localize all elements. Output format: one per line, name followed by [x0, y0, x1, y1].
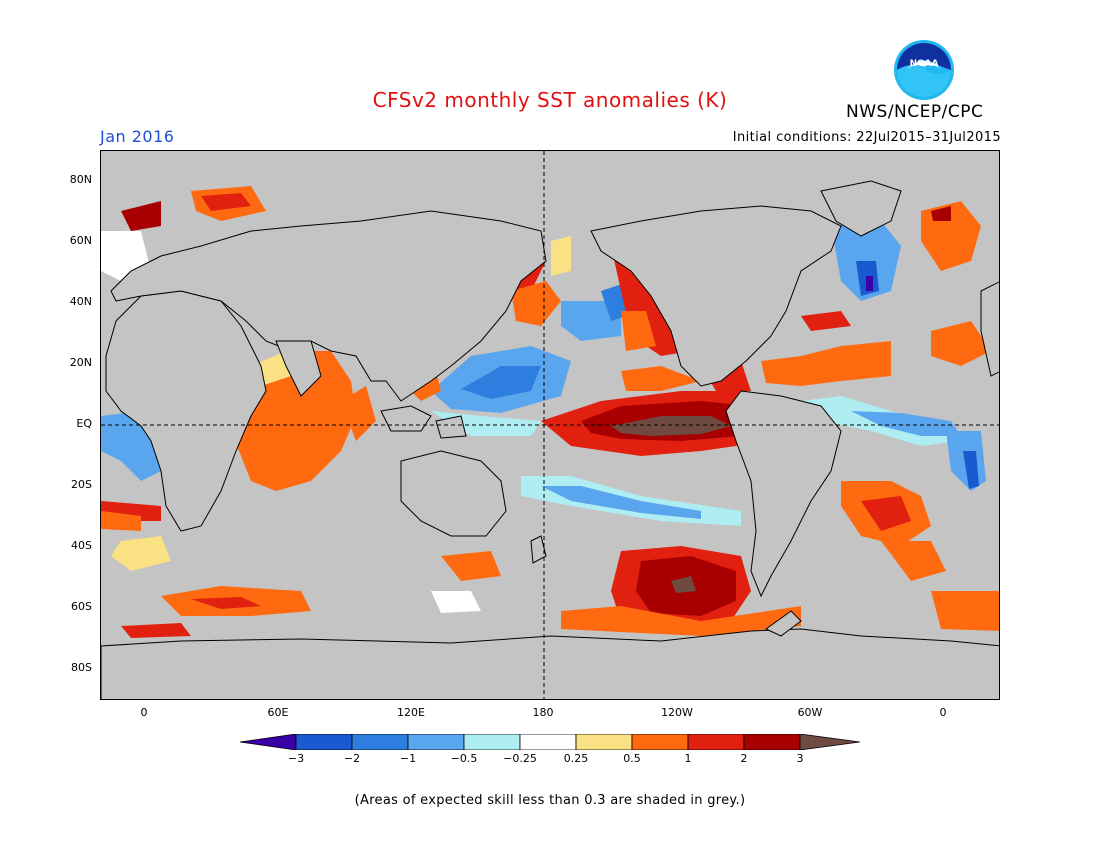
map-title: CFSv2 monthly SST anomalies (K)	[372, 88, 728, 112]
colorbar	[239, 733, 861, 751]
logo-text: NOAA	[910, 59, 939, 69]
lat-label: 60S	[71, 600, 92, 613]
lat-label: 20N	[69, 356, 92, 369]
skill-footnote: (Areas of expected skill less than 0.3 a…	[354, 793, 746, 808]
colorbar-tick: −0.5	[450, 752, 478, 765]
colorbar-swatch-6	[575, 733, 633, 751]
forecast-month: Jan 2016	[100, 127, 175, 146]
lat-label: 80S	[71, 661, 92, 674]
colorbar-swatch-8	[687, 733, 745, 751]
lat-label: 80N	[69, 173, 92, 186]
agency-label: NWS/NCEP/CPC	[846, 102, 984, 122]
lat-label: 40S	[71, 539, 92, 552]
map-canvas	[101, 151, 999, 699]
lon-label: 120E	[397, 706, 425, 719]
colorbar-swatch-1	[295, 733, 353, 751]
colorbar-swatch-2	[351, 733, 409, 751]
lat-label: 40N	[69, 295, 92, 308]
lon-label: 0	[939, 706, 947, 719]
colorbar-tick: −2	[343, 752, 361, 765]
colorbar-tick: 0.25	[563, 752, 589, 765]
lat-label: 20S	[71, 478, 92, 491]
colorbar-swatch-10	[799, 733, 861, 751]
colorbar-swatch-7	[631, 733, 689, 751]
colorbar-swatch-9	[743, 733, 801, 751]
colorbar-swatch-4	[463, 733, 521, 751]
lat-label: 60N	[69, 234, 92, 247]
colorbar-tick: 3	[796, 752, 804, 765]
lon-label: 0	[140, 706, 148, 719]
initial-conditions: Initial conditions: 22Jul2015–31Jul2015	[732, 130, 1001, 145]
colorbar-swatch-3	[407, 733, 465, 751]
continents	[101, 180, 999, 699]
colorbar-tick: −1	[399, 752, 417, 765]
colorbar-tick: −3	[287, 752, 305, 765]
colorbar-tick: −0.25	[503, 752, 537, 765]
colorbar-svg	[239, 733, 861, 751]
colorbar-tick: 2	[740, 752, 748, 765]
lon-label: 120W	[661, 706, 693, 719]
lat-label: EQ	[76, 417, 92, 430]
noaa-logo-icon: NOAA	[893, 39, 955, 101]
lon-label: 60W	[797, 706, 823, 719]
colorbar-swatch-0	[239, 733, 297, 751]
colorbar-tick: 0.5	[623, 752, 641, 765]
colorbar-swatch-5	[519, 733, 577, 751]
lon-label: 60E	[267, 706, 289, 719]
lon-label: 180	[532, 706, 554, 719]
sst-anomaly-map	[100, 150, 1000, 700]
colorbar-tick: 1	[684, 752, 692, 765]
